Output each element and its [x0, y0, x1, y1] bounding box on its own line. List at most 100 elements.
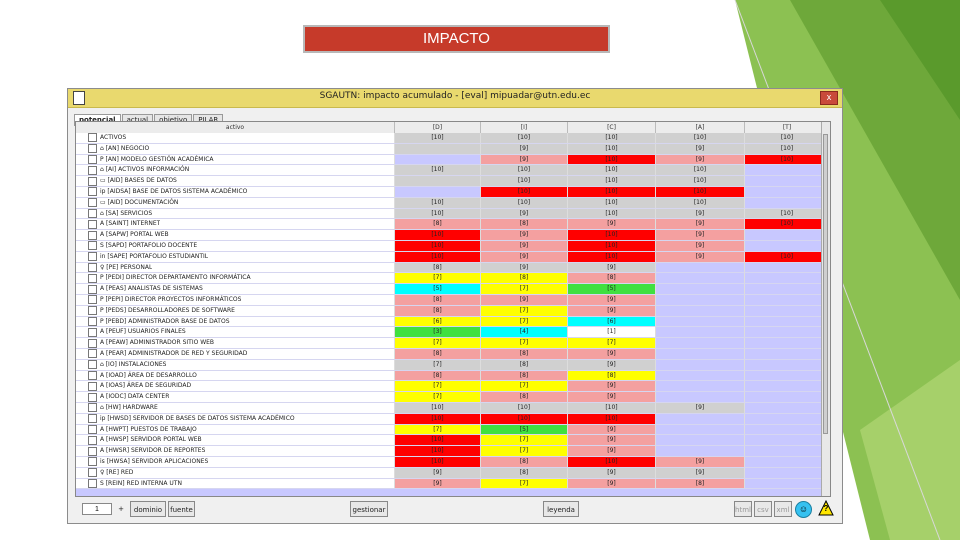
row-checkbox[interactable]	[88, 338, 97, 348]
header-c[interactable]: [C]	[568, 122, 656, 133]
table-row[interactable]: A [PEAR] ADMINISTRADOR DE RED Y SEGURIDA…	[76, 348, 830, 360]
row-checkbox[interactable]	[88, 360, 97, 370]
asset-cell[interactable]: ♀ [RE] RED	[76, 467, 395, 478]
asset-cell[interactable]: ⌂ [SA] SERVICIOS	[76, 208, 395, 219]
asset-cell[interactable]: A [IOAD] ÁREA DE DESARROLLO	[76, 370, 395, 381]
close-button[interactable]: x	[820, 91, 838, 105]
asset-cell[interactable]: S [REIN] RED INTERNA UTN	[76, 478, 395, 489]
scrollbar-thumb[interactable]	[823, 134, 828, 434]
table-row[interactable]: ♀ [PE] PERSONAL [8] [9] [9]	[76, 262, 830, 274]
table-row[interactable]: ♀ [RE] RED [9] [8] [9] [9]	[76, 467, 830, 479]
table-row[interactable]: A [IOAS] ÁREA DE SEGURIDAD [7] [7] [9]	[76, 381, 830, 393]
asset-cell[interactable]: P [PEBD] ADMINISTRADOR BASE DE DATOS	[76, 316, 395, 327]
level-spinner[interactable]: 1	[82, 503, 112, 515]
row-checkbox[interactable]	[88, 316, 97, 326]
table-row[interactable]: A [PEAS] ANALISTAS DE SISTEMAS [5] [7] [5]	[76, 284, 830, 295]
header-d[interactable]: [D]	[395, 122, 481, 133]
row-checkbox[interactable]	[88, 295, 97, 305]
row-checkbox[interactable]	[88, 370, 97, 380]
asset-cell[interactable]: ♀ [PE] PERSONAL	[76, 262, 395, 273]
header-activo[interactable]: activo	[76, 122, 395, 133]
row-checkbox[interactable]	[88, 349, 97, 359]
table-row[interactable]: ACTIVOS [10] [10] [10] [10] [10]	[76, 133, 830, 144]
row-checkbox[interactable]	[88, 424, 97, 434]
table-row[interactable]: A [HWPT] PUESTOS DE TRABAJO [7] [5] [9]	[76, 424, 830, 436]
table-row[interactable]: A [HWSP] SERVIDOR PORTAL WEB [10] [7] [9]	[76, 435, 830, 447]
gestionar-button[interactable]: gestionar	[350, 501, 388, 517]
asset-cell[interactable]: A [IOAS] ÁREA DE SEGURIDAD	[76, 381, 395, 392]
table-row[interactable]: ⌂ [IO] INSTALACIONES [7] [8] [9]	[76, 359, 830, 371]
table-row[interactable]: P [PEBD] ADMINISTRADOR BASE DE DATOS [6][…	[76, 316, 830, 328]
table-row[interactable]: A [PEUF] USUARIOS FINALES [3] [4] [1]	[76, 327, 830, 339]
row-checkbox[interactable]	[88, 262, 97, 272]
table-row[interactable]: P [PEDS] DESARROLLADORES DE SOFTWARE [8][…	[76, 305, 830, 317]
asset-cell[interactable]: P [PEDI] DIRECTOR DEPARTAMENTO INFORMÁTI…	[76, 273, 395, 284]
row-checkbox[interactable]	[88, 176, 97, 186]
asset-cell[interactable]: ACTIVOS	[76, 133, 395, 143]
table-row[interactable]: A [IOAD] ÁREA DE DESARROLLO [8] [8] [8]	[76, 370, 830, 382]
table-row[interactable]: P [AN] MODELO GESTIÓN ACADÉMICA [9] [10] [9…	[76, 154, 830, 166]
row-checkbox[interactable]	[88, 208, 97, 218]
row-checkbox[interactable]	[88, 241, 97, 251]
html-button[interactable]: html	[734, 501, 752, 517]
table-row[interactable]: in [SAPE] PORTAFOLIO ESTUDIANTIL [10] [9][…	[76, 251, 830, 263]
smile-icon[interactable]: ☺	[795, 501, 812, 518]
row-checkbox[interactable]	[88, 165, 97, 175]
xml-button[interactable]: xml	[774, 501, 792, 517]
table-row[interactable]: ▭ [AID] BASES DE DATOS [10] [10] [10]	[76, 176, 830, 187]
row-checkbox[interactable]	[88, 327, 97, 337]
asset-cell[interactable]: P [PEDS] DESARROLLADORES DE SOFTWARE	[76, 305, 395, 316]
row-checkbox[interactable]	[88, 392, 97, 402]
asset-cell[interactable]: A [PEAR] ADMINISTRADOR DE RED Y SEGURIDA…	[76, 348, 395, 359]
row-checkbox[interactable]	[88, 144, 97, 154]
leyenda-button[interactable]: leyenda	[543, 501, 579, 517]
asset-cell[interactable]: A [PEAW] ADMINISTRADOR SITIO WEB	[76, 338, 395, 348]
table-row[interactable]: ⌂ [SA] SERVICIOS [10] [9] [10] [9] [10]	[76, 208, 830, 220]
table-row[interactable]: ip [HWSD] SERVIDOR DE BASES DE DATOS SIS…	[76, 413, 830, 425]
asset-cell[interactable]: ▭ [AID] BASES DE DATOS	[76, 176, 395, 186]
table-row[interactable]: P [PEPI] DIRECTOR PROYECTOS INFORMÁTICOS…	[76, 294, 830, 306]
asset-cell[interactable]: A [HWPT] PUESTOS DE TRABAJO	[76, 424, 395, 435]
asset-cell[interactable]: is [HWSA] SERVIDOR APLICACIONES	[76, 456, 395, 467]
header-i[interactable]: [I]	[481, 122, 568, 133]
asset-cell[interactable]: A [SAPW] PORTAL WEB	[76, 230, 395, 240]
dominio-button[interactable]: dominio	[130, 501, 166, 517]
table-row[interactable]: ⌂ [AN] NEGOCIO [9] [10] [9] [10]	[76, 143, 830, 155]
table-row[interactable]: ⌂ [AI] ACTIVOS INFORMACIÓN [10] [10] [10] [1…	[76, 165, 830, 177]
row-checkbox[interactable]	[88, 252, 97, 262]
vertical-scrollbar[interactable]	[821, 122, 830, 496]
table-row[interactable]: P [PEDI] DIRECTOR DEPARTAMENTO INFORMÁTI…	[76, 273, 830, 285]
expand-plus-button[interactable]: +	[118, 505, 124, 513]
asset-cell[interactable]: ⌂ [IO] INSTALACIONES	[76, 359, 395, 370]
row-checkbox[interactable]	[88, 457, 97, 467]
row-checkbox[interactable]	[88, 198, 97, 208]
table-row[interactable]: A [HWSR] SERVIDOR DE REPORTES [10] [7] [9]	[76, 446, 830, 457]
row-checkbox[interactable]	[88, 478, 97, 488]
table-row[interactable]: A [PEAW] ADMINISTRADOR SITIO WEB [7] [7] [7…	[76, 338, 830, 349]
asset-cell[interactable]: ⌂ [AN] NEGOCIO	[76, 143, 395, 154]
table-row[interactable]: ▭ [AID] DOCUMENTACIÓN [10] [10] [10] [10]	[76, 197, 830, 209]
row-checkbox[interactable]	[88, 435, 97, 445]
asset-cell[interactable]: ip [HWSD] SERVIDOR DE BASES DE DATOS SIS…	[76, 413, 395, 424]
row-checkbox[interactable]	[88, 468, 97, 478]
row-checkbox[interactable]	[88, 187, 97, 197]
asset-cell[interactable]: A [IODC] DATA CENTER	[76, 392, 395, 402]
row-checkbox[interactable]	[88, 273, 97, 283]
asset-cell[interactable]: A [HWSP] SERVIDOR PORTAL WEB	[76, 435, 395, 446]
asset-cell[interactable]: ⌂ [AI] ACTIVOS INFORMACIÓN	[76, 165, 395, 176]
row-checkbox[interactable]	[88, 381, 97, 391]
asset-cell[interactable]: A [PEUF] USUARIOS FINALES	[76, 327, 395, 338]
row-checkbox[interactable]	[88, 154, 97, 164]
table-row[interactable]: is [HWSA] SERVIDOR APLICACIONES [10] [8] [1…	[76, 456, 830, 468]
row-checkbox[interactable]	[88, 133, 97, 143]
table-row[interactable]: S [REIN] RED INTERNA UTN [9] [7] [9] [8]	[76, 478, 830, 490]
row-checkbox[interactable]	[88, 403, 97, 413]
asset-cell[interactable]: A [HWSR] SERVIDOR DE REPORTES	[76, 446, 395, 456]
header-t[interactable]: [T]	[745, 122, 830, 133]
row-checkbox[interactable]	[88, 219, 97, 229]
table-row[interactable]: ip [AIDSA] BASE DE DATOS SISTEMA ACADÉMI…	[76, 186, 830, 198]
row-checkbox[interactable]	[88, 414, 97, 424]
help-icon[interactable]: ?	[818, 499, 834, 516]
asset-cell[interactable]: P [PEPI] DIRECTOR PROYECTOS INFORMÁTICOS	[76, 294, 395, 305]
csv-button[interactable]: csv	[754, 501, 772, 517]
